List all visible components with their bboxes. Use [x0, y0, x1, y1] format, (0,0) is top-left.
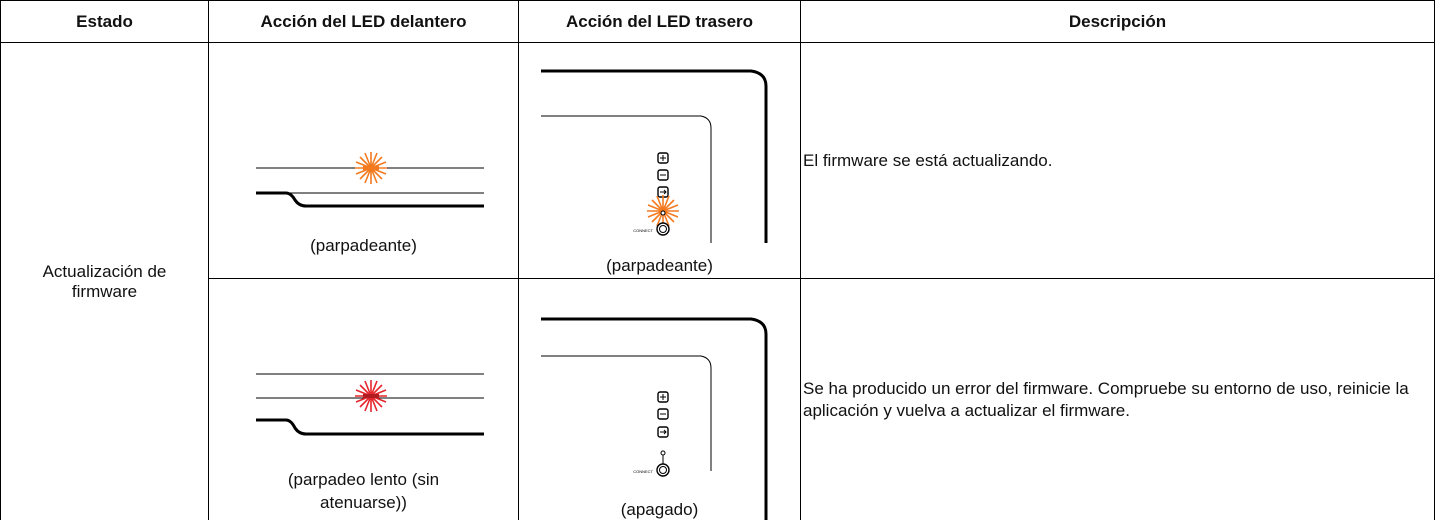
- caption: (parpadeo lento (sin atenuarse)): [287, 470, 440, 512]
- row: Actualización de firmware (parpadeante): [0, 42, 1435, 520]
- front-led-illustration: [256, 373, 484, 436]
- front-cell: (parpadeo lento (sin atenuarse)): [208, 278, 519, 520]
- front-cell: (parpadeante): [208, 42, 519, 279]
- caption: (parpadeante): [606, 256, 713, 275]
- rear-cell: CONNECT (parpadeante): [518, 42, 801, 279]
- description: El firmware se está actualizando.: [800, 42, 1435, 279]
- caption: (parpadeante): [310, 236, 417, 255]
- rear-cell: CONNECT (apagado): [518, 278, 801, 520]
- header-cell: Acción del LED delantero: [208, 0, 519, 43]
- row: (parpadeo lento (sin atenuarse)) CONNECT…: [1, 278, 1435, 520]
- front-led-illustration: [256, 151, 484, 208]
- connect-label: CONNECT: [633, 469, 653, 474]
- header-cell: Descripción: [800, 0, 1435, 43]
- rear-led-illustration: CONNECT: [541, 317, 768, 520]
- description: Se ha producido un error del firmware. C…: [800, 278, 1435, 520]
- header-cell: Acción del LED trasero: [518, 0, 801, 43]
- connect-label: CONNECT: [633, 228, 653, 233]
- rear-led-illustration: CONNECT: [541, 69, 768, 243]
- state-cell: Actualización de firmware: [0, 42, 209, 520]
- header-cell: Estado: [0, 0, 209, 43]
- caption: (apagado): [620, 500, 699, 519]
- header-row: Estado Acción del LED delantero Acción d…: [0, 0, 1435, 43]
